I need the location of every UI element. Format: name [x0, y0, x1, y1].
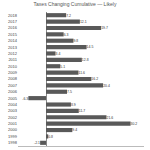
svg-text:2005: 2005 — [8, 96, 18, 101]
svg-text:1998: 1998 — [8, 140, 18, 145]
svg-text:11.6: 11.6 — [78, 71, 85, 75]
svg-text:14.5: 14.5 — [87, 45, 94, 49]
svg-text:2012: 2012 — [8, 51, 18, 56]
svg-text:9.4: 9.4 — [72, 128, 77, 132]
svg-text:2009: 2009 — [8, 70, 18, 75]
svg-text:2001: 2001 — [8, 121, 18, 126]
svg-text:2002: 2002 — [8, 115, 18, 120]
svg-text:-2.1: -2.1 — [34, 141, 40, 145]
svg-text:2011: 2011 — [8, 57, 17, 62]
svg-text:2000: 2000 — [8, 127, 18, 132]
svg-text:2015: 2015 — [8, 32, 18, 37]
svg-text:2013: 2013 — [8, 45, 18, 50]
svg-text:21.6: 21.6 — [106, 116, 113, 120]
svg-text:2014: 2014 — [8, 38, 18, 43]
svg-text:7.5: 7.5 — [67, 90, 72, 94]
svg-text:8.9: 8.9 — [71, 103, 76, 107]
svg-text:1999: 1999 — [8, 134, 18, 139]
svg-text:3.4: 3.4 — [56, 52, 61, 56]
svg-text:7.2: 7.2 — [66, 14, 71, 18]
svg-text:2007: 2007 — [8, 83, 18, 88]
svg-text:0.8: 0.8 — [48, 135, 53, 139]
svg-text:2016: 2016 — [8, 25, 18, 30]
svg-text:20.4: 20.4 — [103, 84, 110, 88]
svg-text:30.2: 30.2 — [131, 122, 138, 126]
svg-text:2010: 2010 — [8, 64, 18, 69]
svg-text:12.1: 12.1 — [80, 20, 87, 24]
svg-text:Taxes Changing Cumulative — Li: Taxes Changing Cumulative — Likely — [34, 1, 117, 7]
svg-text:6.3: 6.3 — [64, 33, 69, 37]
svg-text:9.8: 9.8 — [73, 39, 78, 43]
svg-text:2008: 2008 — [8, 76, 18, 81]
svg-text:19.7: 19.7 — [101, 26, 108, 30]
svg-text:2006: 2006 — [8, 89, 18, 94]
svg-text:12.8: 12.8 — [82, 58, 89, 62]
svg-text:5.1: 5.1 — [60, 65, 65, 69]
svg-text:2017: 2017 — [8, 19, 18, 24]
svg-text:16.2: 16.2 — [91, 77, 98, 81]
svg-text:2004: 2004 — [8, 102, 18, 107]
svg-text:11.7: 11.7 — [79, 109, 86, 113]
svg-text:-6.3: -6.3 — [22, 97, 28, 101]
svg-text:2003: 2003 — [8, 108, 18, 113]
svg-text:2018: 2018 — [8, 13, 18, 18]
